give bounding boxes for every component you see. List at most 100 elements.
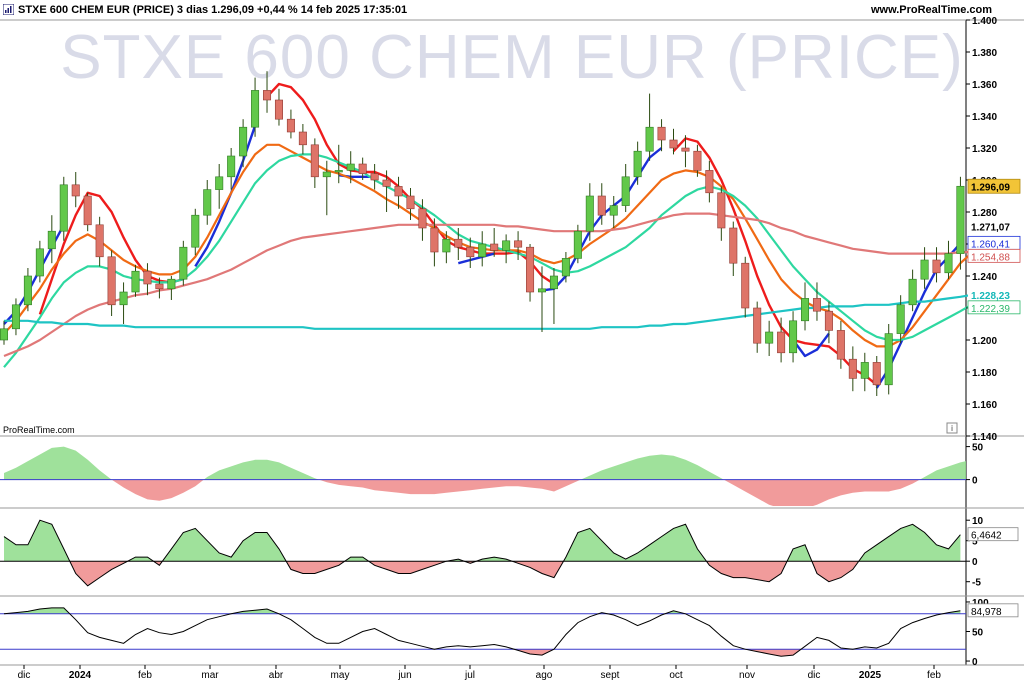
candle bbox=[824, 310, 833, 331]
x-tick-label: jul bbox=[464, 670, 475, 681]
y-tick-label: 1.400 bbox=[972, 16, 997, 27]
candle bbox=[47, 230, 56, 250]
price-label: 1.222,39 bbox=[971, 304, 1010, 315]
watermark-title: STXE 600 CHEM EUR (PRICE) bbox=[60, 23, 964, 92]
price-labels: 1.296,09 1.271,07 1.260,41 1.254,88 1.228,23… bbox=[967, 178, 1021, 315]
candle bbox=[119, 291, 128, 306]
y-tick-label: 1.140 bbox=[972, 432, 997, 443]
candles bbox=[0, 71, 965, 396]
x-axis: dic 2024 feb mar abr may jun jul ago sept oct nov di… bbox=[18, 665, 941, 681]
candle bbox=[741, 262, 750, 309]
price-label-bg bbox=[968, 219, 1020, 233]
last-price-box bbox=[967, 178, 1021, 194]
candle bbox=[370, 173, 379, 181]
candle bbox=[251, 90, 260, 128]
x-tick-label: abr bbox=[269, 670, 284, 681]
y-tick-label: 1.320 bbox=[972, 144, 997, 155]
candle bbox=[454, 238, 463, 248]
candle bbox=[526, 246, 535, 293]
chart-title: STXE 600 CHEM EUR (PRICE) 3 dias 1.296,0… bbox=[18, 4, 408, 16]
price-label: 1.254,88 bbox=[971, 252, 1010, 263]
x-tick-label: dic bbox=[18, 670, 31, 681]
x-tick-label: oct bbox=[669, 670, 683, 681]
candle bbox=[239, 126, 248, 157]
site-link[interactable]: www.ProRealTime.com bbox=[870, 4, 992, 16]
candle bbox=[155, 283, 164, 290]
candle bbox=[143, 270, 152, 285]
candle bbox=[382, 179, 391, 187]
candle bbox=[609, 205, 618, 216]
price-label: 1.260,41 bbox=[971, 239, 1010, 250]
candle bbox=[298, 131, 307, 146]
candle bbox=[896, 304, 905, 334]
price-label: 1.296,09 bbox=[971, 182, 1010, 193]
panel-tick-label: 50 bbox=[972, 628, 984, 639]
candle bbox=[95, 224, 104, 258]
candle bbox=[203, 189, 212, 216]
candle bbox=[597, 195, 606, 216]
ma-line-4 bbox=[3, 212, 973, 358]
candle bbox=[836, 330, 845, 360]
price-label: 1.271,07 bbox=[971, 222, 1010, 233]
candle bbox=[83, 195, 92, 226]
y-tick-label: 1.180 bbox=[972, 368, 997, 379]
panel-tick-label: 10 bbox=[972, 516, 984, 527]
moving-averages bbox=[3, 82, 974, 389]
candle bbox=[860, 362, 869, 379]
candle bbox=[310, 144, 319, 178]
candle bbox=[884, 333, 893, 386]
candle bbox=[394, 186, 403, 197]
area-positive bbox=[4, 520, 961, 562]
candle bbox=[442, 238, 451, 253]
x-tick-label: ago bbox=[536, 670, 553, 681]
candle bbox=[765, 331, 774, 344]
candle bbox=[777, 331, 786, 354]
info-button[interactable]: i bbox=[946, 422, 958, 434]
x-tick-label: may bbox=[331, 670, 350, 681]
chart-header: STXE 600 CHEM EUR (PRICE) 3 dias 1.296,0… bbox=[0, 0, 1024, 20]
candle bbox=[729, 227, 738, 264]
candle bbox=[59, 184, 68, 232]
candle bbox=[286, 118, 295, 133]
credit-text: ProRealTime.com bbox=[3, 425, 75, 435]
area-positive bbox=[4, 446, 966, 480]
candle bbox=[478, 243, 487, 258]
candle bbox=[11, 304, 20, 330]
candle bbox=[789, 320, 798, 354]
candle bbox=[669, 139, 678, 149]
indicator-line bbox=[3, 607, 961, 657]
x-tick-label: feb bbox=[138, 670, 152, 681]
candle bbox=[633, 150, 642, 178]
x-tick-label: sept bbox=[601, 670, 620, 681]
y-tick-label: 1.200 bbox=[972, 336, 997, 347]
candle bbox=[956, 185, 965, 254]
x-tick-label: mar bbox=[201, 670, 219, 681]
candle bbox=[358, 163, 367, 174]
candle bbox=[502, 240, 511, 251]
y-tick-label: 1.280 bbox=[972, 208, 997, 219]
candle bbox=[263, 90, 272, 101]
panel-value-box bbox=[967, 527, 1019, 542]
candle bbox=[621, 176, 630, 206]
info-icon[interactable] bbox=[946, 422, 958, 434]
panel-value-box bbox=[967, 603, 1019, 618]
ma-line-5 bbox=[4, 293, 973, 330]
candle bbox=[490, 243, 499, 251]
indicator-line bbox=[3, 519, 961, 587]
candle bbox=[71, 184, 80, 197]
candle bbox=[920, 259, 929, 280]
candle bbox=[681, 147, 690, 152]
x-tick-label: nov bbox=[739, 670, 755, 681]
candle bbox=[537, 288, 547, 293]
panel-tick-label: 50 bbox=[972, 443, 984, 454]
prorealtime-logo-icon bbox=[3, 4, 14, 15]
price-label-box bbox=[967, 300, 1021, 315]
price-label-box bbox=[967, 248, 1021, 263]
panel-1: 50 0 bbox=[0, 443, 984, 507]
candle bbox=[107, 256, 116, 306]
candle bbox=[645, 126, 654, 152]
panel-tick-label: 0 bbox=[972, 657, 978, 668]
candle bbox=[215, 176, 224, 190]
x-tick-label: jun bbox=[397, 670, 411, 681]
